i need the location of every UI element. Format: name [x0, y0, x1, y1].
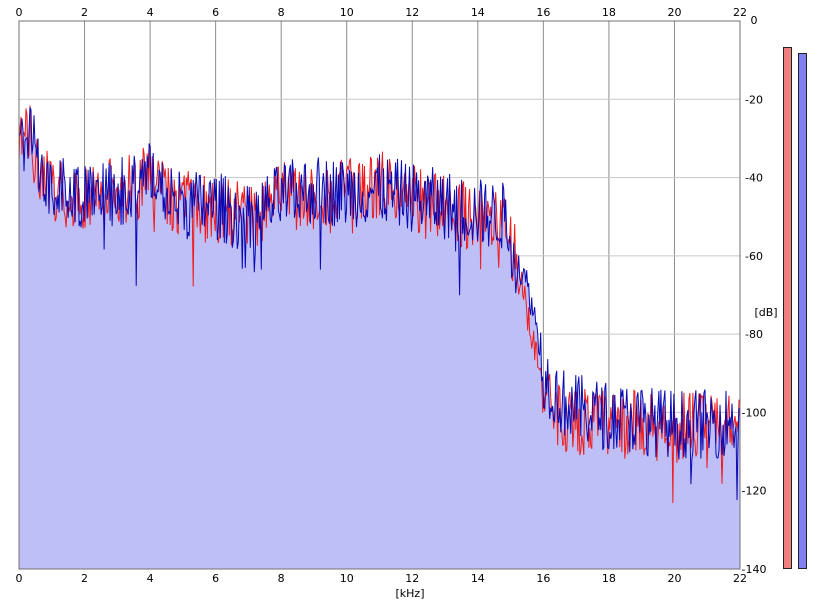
y-tick-label: -20 — [745, 93, 763, 106]
plot-frame — [18, 20, 741, 570]
chart-axes: 002244668810101212141416161818202022220-… — [16, 6, 767, 585]
x-tick-label: 0 — [16, 572, 23, 585]
x-tick-label: 4 — [147, 572, 154, 585]
series-line-2 — [18, 107, 741, 501]
x-tick-label: 12 — [405, 572, 419, 585]
x-tick-label-top: 20 — [667, 6, 681, 19]
x-tick-label: 18 — [602, 572, 616, 585]
x-tick-label: 2 — [81, 572, 88, 585]
y-tick-label: -40 — [745, 172, 763, 185]
series-line-1 — [18, 105, 741, 504]
x-tick-label-top: 16 — [536, 6, 550, 19]
y-axis-label: [dB] — [754, 306, 777, 319]
x-tick-label-top: 4 — [147, 6, 154, 19]
y-tick-label: -100 — [742, 406, 767, 419]
x-tick-label: 22 — [733, 572, 747, 585]
x-tick-label-top: 2 — [81, 6, 88, 19]
x-tick-label-top: 18 — [602, 6, 616, 19]
x-tick-label: 10 — [340, 572, 354, 585]
y-tick-label: -120 — [742, 485, 767, 498]
x-tick-label-top: 10 — [340, 6, 354, 19]
x-tick-label-top: 14 — [471, 6, 485, 19]
y-tick-label: -80 — [745, 328, 763, 341]
y-tick-label: 0 — [751, 14, 758, 27]
y-tick-label: -140 — [742, 563, 767, 576]
left-channel-meter — [783, 47, 792, 569]
x-tick-label: 16 — [536, 572, 550, 585]
spectrum-lines — [18, 105, 741, 504]
y-tick-label: -60 — [745, 250, 763, 263]
x-tick-label: 14 — [471, 572, 485, 585]
x-tick-label-top: 12 — [405, 6, 419, 19]
x-tick-label: 6 — [212, 572, 219, 585]
spectrum-area — [19, 105, 740, 569]
x-tick-label-top: 22 — [733, 6, 747, 19]
right-channel-meter — [798, 53, 807, 569]
x-tick-label-top: 8 — [278, 6, 285, 19]
x-tick-label-top: 0 — [16, 6, 23, 19]
x-axis-label: [kHz] — [396, 587, 425, 600]
x-tick-label: 8 — [278, 572, 285, 585]
x-tick-label-top: 6 — [212, 6, 219, 19]
spectrum-fill — [19, 105, 740, 569]
x-tick-label: 20 — [667, 572, 681, 585]
